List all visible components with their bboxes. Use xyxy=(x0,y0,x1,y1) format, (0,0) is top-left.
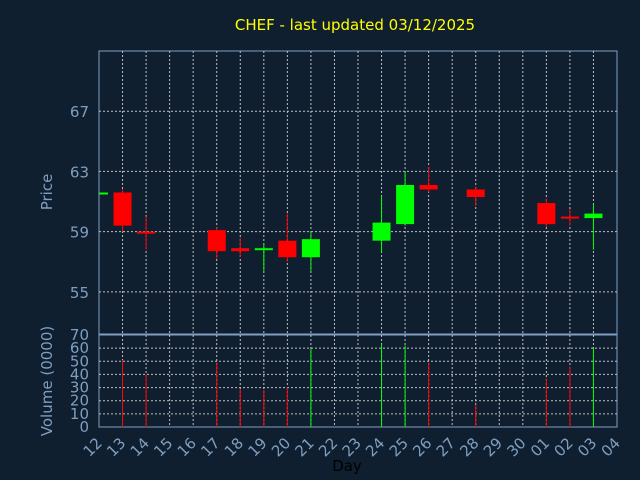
candle-body xyxy=(372,222,391,241)
price-y-tick-label: 55 xyxy=(70,284,89,302)
candle-body xyxy=(99,192,108,195)
x-tick-label: 16 xyxy=(174,434,200,460)
x-tick-label: 04 xyxy=(598,434,624,460)
x-tick-label: 29 xyxy=(480,434,506,460)
volume-axis-label: Volume (0000) xyxy=(38,326,56,436)
x-tick-label: 26 xyxy=(409,434,435,460)
candle-body xyxy=(537,203,556,225)
volume-y-tick-label: 30 xyxy=(70,379,89,397)
candle-body xyxy=(396,184,415,225)
x-tick-label: 21 xyxy=(292,434,318,460)
price-y-tick-label: 67 xyxy=(70,103,89,121)
x-tick-label: 12 xyxy=(80,434,106,460)
candle-body xyxy=(254,248,273,251)
x-tick-label: 18 xyxy=(221,434,247,460)
volume-bars xyxy=(122,344,594,427)
x-tick-label: 15 xyxy=(150,434,176,460)
x-tick-label: 02 xyxy=(551,434,577,460)
x-axis-label: Day xyxy=(332,457,362,475)
candles xyxy=(99,166,603,271)
x-tick-label: 25 xyxy=(386,434,412,460)
volume-y-tick-label: 40 xyxy=(70,365,89,383)
candle-body xyxy=(466,189,485,198)
candle-body xyxy=(207,230,226,252)
volume-y-tick-label: 20 xyxy=(70,392,89,410)
chart-title: CHEF - last updated 03/12/2025 xyxy=(235,16,475,34)
x-tick-label: 27 xyxy=(433,434,459,460)
candle-body xyxy=(137,231,156,234)
price-y-tick-label: 59 xyxy=(70,224,89,242)
volume-grid xyxy=(99,335,617,427)
volume-y-tick-label: 50 xyxy=(70,352,89,370)
candle-body xyxy=(301,239,320,258)
x-tick-label: 28 xyxy=(456,434,482,460)
x-tick-label: 19 xyxy=(244,434,270,460)
candle-body xyxy=(113,192,132,226)
x-tick-label: 17 xyxy=(197,434,223,460)
candle-body xyxy=(560,216,579,219)
candle-body xyxy=(584,213,603,219)
volume-y-tick-label: 0 xyxy=(79,418,89,436)
volume-y-tick-label: 60 xyxy=(70,339,89,357)
candle-body xyxy=(419,184,438,190)
candle-body xyxy=(278,240,297,258)
x-tick-label: 01 xyxy=(527,434,553,460)
candle-body xyxy=(231,248,250,252)
price-panel: 55 59 63 67 Price xyxy=(38,50,618,335)
x-tick-label: 24 xyxy=(362,434,388,460)
volume-y-tick-label: 10 xyxy=(70,405,89,423)
x-tick-label: 13 xyxy=(103,434,129,460)
x-tick-label: 20 xyxy=(268,434,294,460)
price-axis-label: Price xyxy=(38,174,56,211)
x-tick-label: 03 xyxy=(574,434,600,460)
x-tick-label: 30 xyxy=(503,434,529,460)
price-y-tick-label: 63 xyxy=(70,163,89,181)
x-tick-label: 14 xyxy=(127,434,153,460)
price-grid xyxy=(99,51,617,334)
price-y-ticks: 55 59 63 67 xyxy=(70,103,89,302)
volume-y-tick-label: 70 xyxy=(70,326,89,344)
